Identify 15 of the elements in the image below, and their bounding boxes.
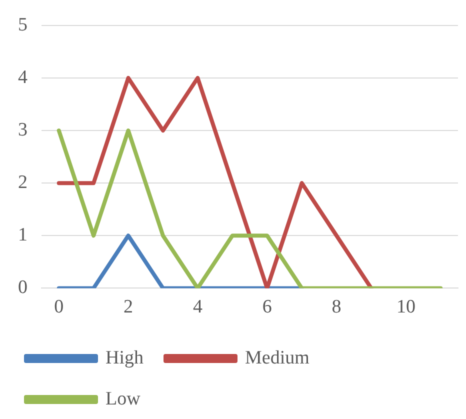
y-tick-label: 5 [18,14,28,36]
x-tick-label: 8 [332,296,342,318]
y-tick-label: 1 [18,224,28,246]
x-tick-label: 10 [396,296,416,318]
x-tick-label: 2 [124,296,134,318]
x-tick-label: 4 [192,296,203,318]
y-tick-label: 3 [18,120,28,141]
x-tick-label: 6 [262,296,272,318]
x-tick-label: 0 [54,296,64,318]
y-tick-label: 2 [18,172,28,194]
legend-label: High [106,347,144,368]
legend-label: Medium [245,347,310,368]
y-tick-label: 4 [18,66,28,88]
y-tick-label: 0 [18,277,28,298]
legend-label: Low [106,388,141,410]
